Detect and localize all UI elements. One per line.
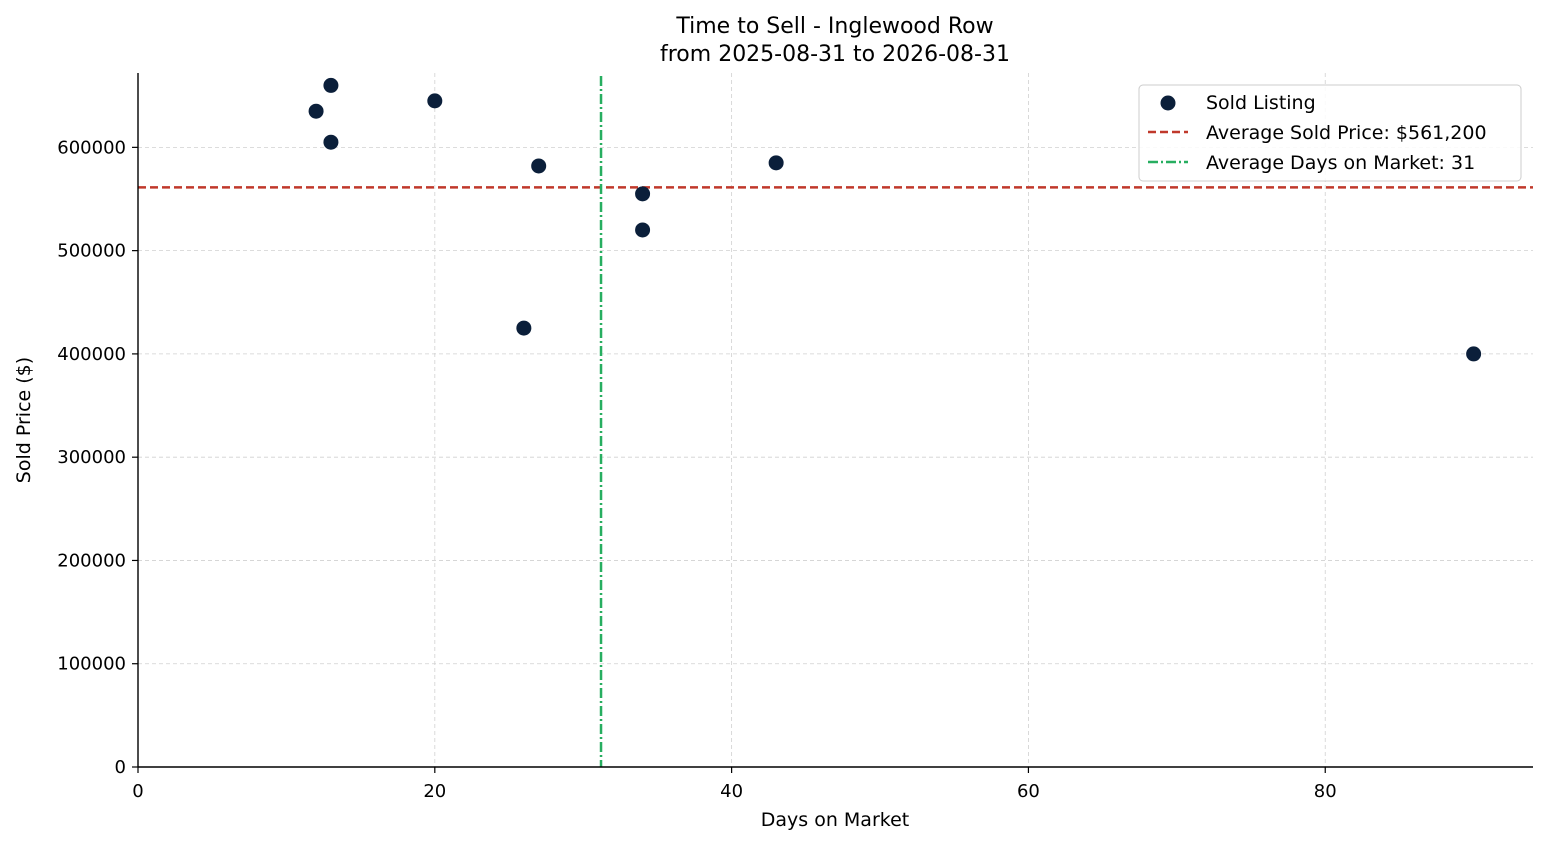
x-tick-label: 80 — [1314, 781, 1337, 802]
data-points — [308, 77, 1482, 362]
y-tick-label: 0 — [115, 757, 126, 778]
x-tick-label: 40 — [720, 781, 743, 802]
x-tick-label: 60 — [1017, 781, 1040, 802]
x-axis-title: Days on Market — [761, 809, 909, 831]
legend: Sold Listing Average Sold Price: $561,20… — [1138, 84, 1522, 182]
chart-subtitle: from 2025-08-31 to 2026-08-31 — [660, 42, 1010, 67]
y-tick-label: 400000 — [57, 344, 126, 365]
x-tick-label: 20 — [423, 781, 446, 802]
y-tick-label: 600000 — [57, 137, 126, 158]
legend-marker-sold-listing — [1160, 95, 1176, 111]
legend-label-average-price: Average Sold Price: $561,200 — [1206, 122, 1487, 144]
x-tick-label: 0 — [132, 781, 143, 802]
legend-label-average-days: Average Days on Market: 31 — [1206, 152, 1475, 174]
data-point — [308, 103, 324, 119]
data-point — [635, 222, 651, 238]
data-point — [427, 93, 443, 109]
y-axis-title: Sold Price ($) — [13, 357, 35, 483]
data-point — [635, 186, 651, 202]
axes — [132, 73, 1533, 773]
reference-lines — [138, 76, 1533, 767]
y-tick-label: 100000 — [57, 654, 126, 675]
data-point — [323, 77, 339, 93]
data-point — [531, 158, 547, 174]
data-point — [1466, 346, 1482, 362]
y-tick-label: 300000 — [57, 447, 126, 468]
data-point — [516, 320, 532, 336]
y-tick-label: 200000 — [57, 550, 126, 571]
data-point — [323, 134, 339, 150]
tick-labels: 0 100000 200000 300000 400000 500000 600000 0 20… — [57, 137, 1336, 802]
legend-box — [1138, 84, 1522, 182]
legend-label-sold-listing: Sold Listing — [1206, 92, 1316, 114]
y-tick-label: 500000 — [57, 241, 126, 262]
chart-title: Time to Sell - Inglewood Row — [675, 14, 993, 39]
data-point — [768, 155, 784, 171]
